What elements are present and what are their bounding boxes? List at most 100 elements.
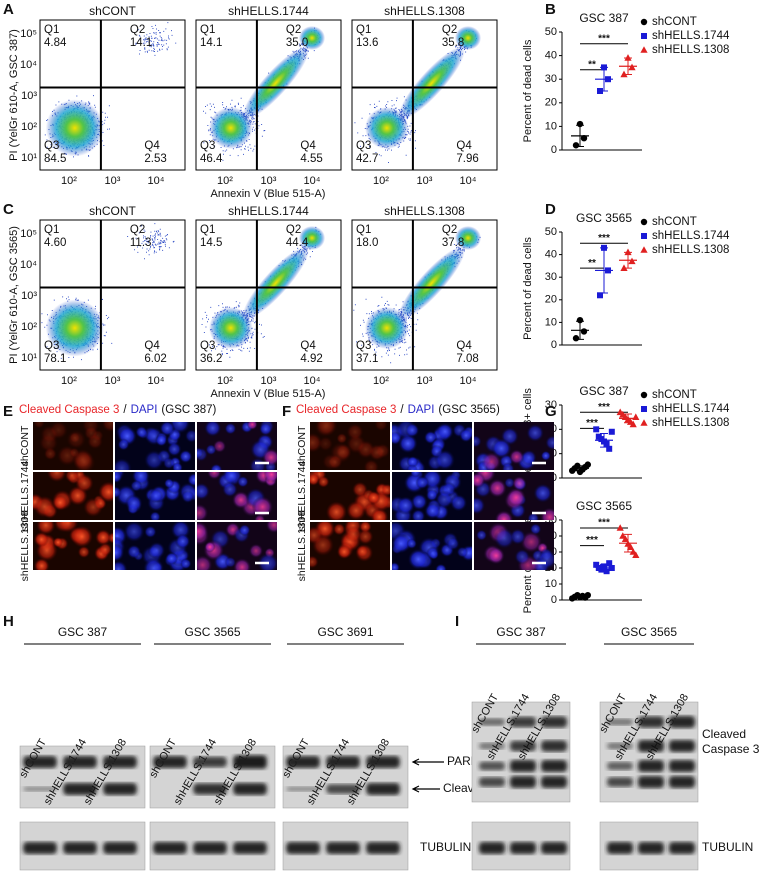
cell — [147, 541, 166, 560]
quadrant-value: 11.3 — [130, 237, 152, 249]
micrograph — [33, 472, 113, 520]
data-point — [608, 428, 615, 435]
micrograph — [197, 472, 277, 520]
chart-title: GSC 3565 — [576, 211, 632, 225]
quadrant-label: Q2 — [130, 24, 145, 36]
blot-band — [478, 761, 506, 771]
y-tick-label: 10⁵ — [20, 228, 37, 240]
micrograph — [115, 472, 195, 520]
row-label: shHELLS.1744 — [19, 461, 31, 532]
blot-band — [668, 716, 696, 728]
error-bar — [600, 432, 608, 448]
plot-title: shHELLS.1308 — [384, 204, 465, 218]
blot-band — [103, 842, 137, 854]
legend-label: shCONT — [652, 389, 697, 401]
y-tick-label: 50 — [545, 26, 557, 38]
data-point — [620, 70, 628, 78]
x-tick-label: 10³ — [261, 175, 277, 187]
cell — [459, 428, 472, 443]
blot-band — [606, 777, 634, 787]
cell — [474, 434, 482, 448]
cells — [310, 422, 390, 470]
quadrant-value: 4.55 — [300, 153, 322, 165]
data-point — [606, 560, 613, 567]
cell — [312, 534, 334, 556]
cell — [508, 449, 525, 465]
blot-band — [478, 777, 506, 787]
cell — [317, 475, 330, 488]
y-tick-label: 30 — [545, 399, 557, 411]
cell — [363, 459, 379, 470]
row-label: shHELLS.1308 — [19, 511, 31, 582]
micrograph — [392, 422, 472, 470]
quadrant-label: Q2 — [286, 24, 301, 36]
cell — [263, 472, 277, 483]
cell — [135, 425, 148, 439]
significance-label: *** — [598, 233, 610, 244]
cell — [314, 422, 336, 437]
plot-title: shHELLS.1308 — [384, 4, 465, 18]
quadrant-value: 42.7 — [356, 153, 378, 165]
cells — [310, 522, 374, 569]
density-blob — [398, 46, 465, 120]
significance-label: *** — [598, 33, 610, 44]
cell — [318, 436, 333, 452]
cell — [222, 472, 240, 485]
quadrant-label: Q4 — [144, 140, 160, 152]
plot-title: shCONT — [89, 4, 136, 18]
cell — [425, 488, 439, 502]
blot-band — [233, 842, 267, 854]
legend-label: shCONT — [652, 216, 697, 228]
blot-band — [606, 742, 634, 750]
quadrant-label: Q1 — [44, 224, 59, 236]
blot-band — [23, 786, 57, 792]
blot-band — [326, 784, 360, 794]
legend-label: shCONT — [652, 16, 697, 28]
error-bar — [576, 595, 584, 599]
cell — [536, 549, 554, 570]
header-part: DAPI — [408, 404, 435, 416]
density-blob — [209, 107, 253, 149]
micrograph — [197, 422, 277, 470]
blot-band — [326, 756, 360, 768]
x-tick-label: 10³ — [261, 375, 277, 387]
quadrant-label: Q1 — [356, 224, 371, 236]
quadrant-value: 14.5 — [200, 237, 222, 249]
cell — [481, 451, 502, 470]
quadrant-label: Q3 — [356, 340, 371, 352]
quadrant-label: Q3 — [356, 140, 371, 152]
x-tick-label: 10⁴ — [148, 375, 165, 387]
header-part: (GSC 3565) — [438, 404, 500, 416]
panel-label: I — [455, 613, 459, 630]
cell — [494, 510, 514, 520]
cell — [346, 423, 364, 441]
panel-label: C — [3, 201, 14, 218]
blot-band — [153, 756, 187, 768]
x-tick-label: 10⁴ — [148, 175, 165, 187]
error-bar — [600, 563, 608, 571]
cell — [180, 558, 192, 570]
cell — [375, 443, 390, 459]
blot-band — [193, 783, 227, 795]
x-tick-label: 10⁴ — [304, 175, 321, 187]
quadrant-label: Q1 — [200, 224, 215, 236]
cell — [374, 422, 388, 431]
quadrant-value: 46.4 — [200, 153, 223, 165]
data-point — [608, 565, 615, 571]
micrograph — [197, 522, 277, 570]
cell — [123, 522, 146, 543]
group-label: GSC 3691 — [317, 625, 373, 639]
group-label: GSC 3565 — [184, 625, 240, 639]
cell — [525, 423, 545, 443]
blot-band — [23, 842, 57, 854]
cell — [33, 495, 56, 518]
blot-band — [286, 842, 320, 854]
cell — [212, 439, 227, 453]
cell — [474, 496, 486, 515]
y-tick-label: 40 — [545, 249, 557, 261]
panel-header: Cleaved Caspase 3 / DAPI (GSC 3565) — [296, 404, 500, 416]
cells — [115, 422, 195, 470]
data-point — [597, 292, 603, 299]
legend-label: shHELLS.1744 — [652, 30, 730, 42]
